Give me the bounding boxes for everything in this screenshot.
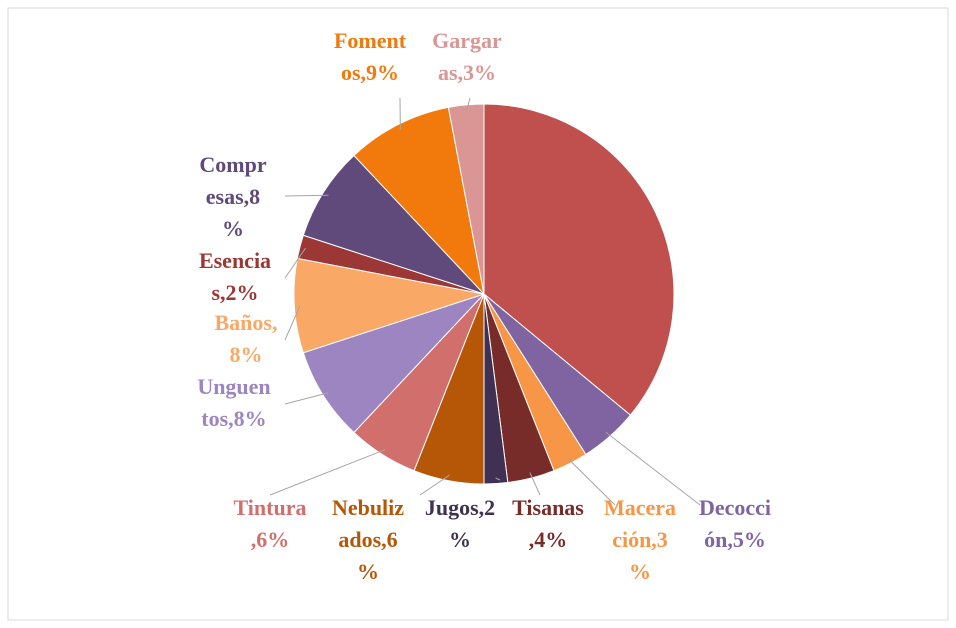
leader-line [284,305,301,341]
data-label: Foment os,9% [334,28,407,85]
data-label: Compr esas,8% [199,152,266,241]
leader-line [529,472,541,496]
data-label: Unguen tos,8% [197,374,270,431]
data-label: Tisanas ,4% [512,495,584,552]
leader-line [284,392,329,405]
data-label: Nebuliz ados,6% [332,495,404,584]
leader-line [284,194,329,197]
pie-slice [302,293,485,434]
pie-slice [483,103,675,416]
leader-line [284,247,306,279]
data-label: Jugos,2% [425,495,495,552]
leader-line [466,97,471,111]
pie-slice [302,154,485,295]
data-label: Baños, 8% [215,310,278,367]
pie-slice [353,106,485,296]
leader-line [419,474,450,496]
data-label: Esencia s,2% [199,248,271,305]
leader-line [495,477,501,481]
leader-line [605,431,701,506]
pie-slice [447,103,485,295]
leader-line [567,457,616,506]
data-label: Macera ción,3% [604,495,676,584]
data-label: Gargar as,3% [432,28,502,85]
leader-line [269,449,386,496]
data-label: Tintura ,6% [234,495,307,552]
data-label: Decocci ón,5% [699,495,771,552]
